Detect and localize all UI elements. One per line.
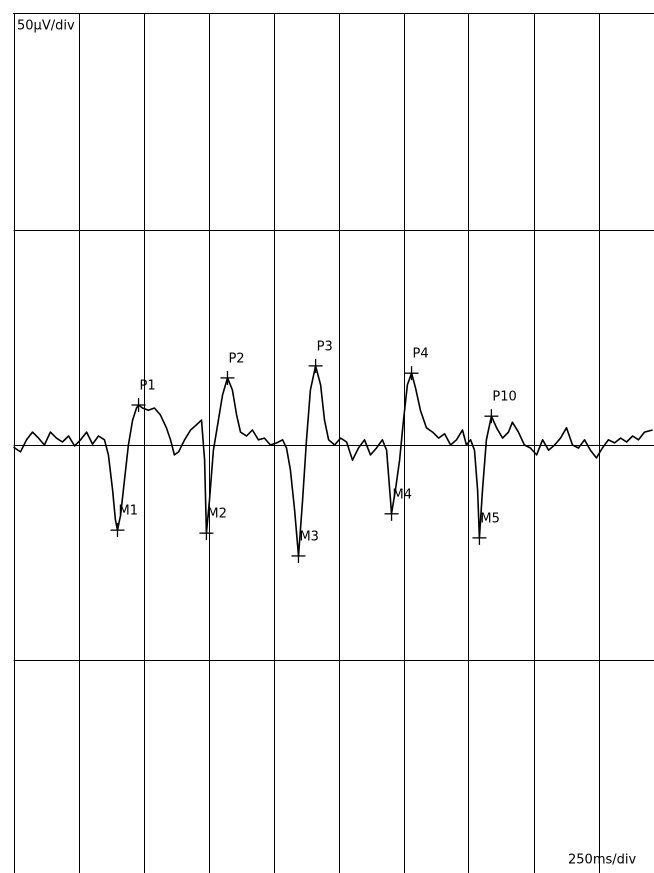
marker-label: M4 — [393, 487, 413, 502]
marker-label: P3 — [317, 339, 333, 354]
marker-label: P1 — [140, 379, 156, 394]
y-scale-label: 50µV/div — [17, 19, 75, 34]
marker-label: M3 — [299, 529, 319, 544]
x-scale-label: 250ms/div — [568, 853, 636, 868]
marker-label: P2 — [228, 351, 244, 366]
trace — [13, 365, 653, 557]
marker-label: M1 — [119, 504, 139, 519]
marker-label: M2 — [207, 507, 227, 522]
marker-label: P4 — [413, 347, 429, 362]
marker-label: P10 — [492, 390, 516, 405]
marker-label: M5 — [480, 511, 500, 526]
